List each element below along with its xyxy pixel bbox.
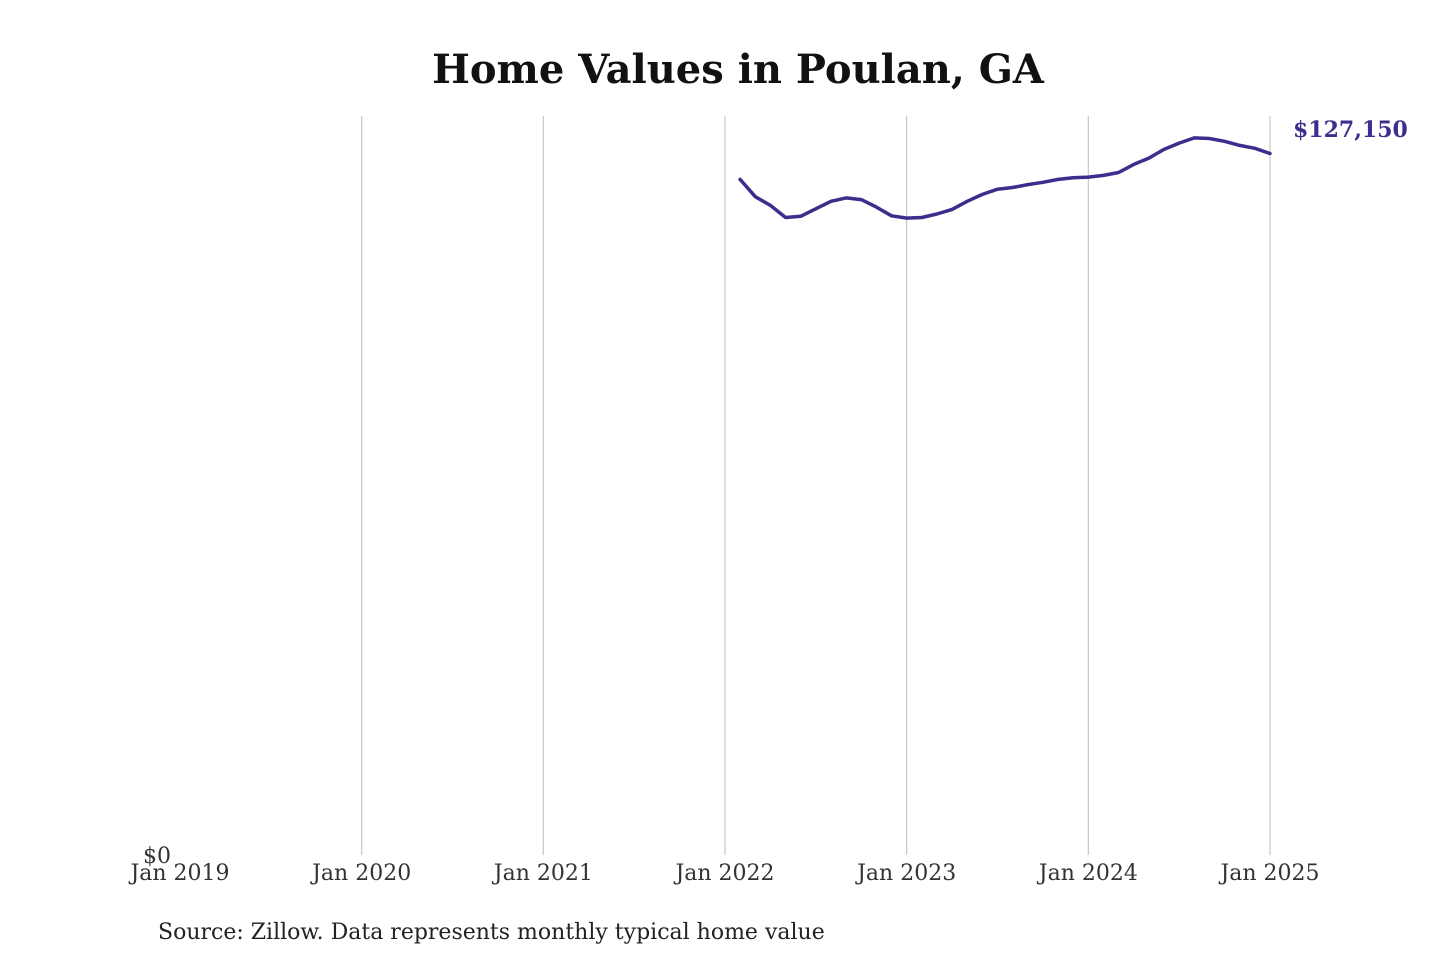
data-point — [1238, 143, 1242, 147]
data-point — [1071, 176, 1075, 180]
series-line — [738, 136, 1272, 220]
source-note: Source: Zillow. Data represents monthly … — [158, 920, 825, 945]
data-point — [1102, 173, 1105, 177]
data-point — [1132, 162, 1136, 166]
data-point — [859, 198, 863, 202]
series-layer — [738, 136, 1272, 220]
x-tick-label: Jan 2022 — [673, 861, 774, 886]
data-point — [950, 207, 954, 211]
x-tick-label: Jan 2019 — [128, 861, 229, 886]
x-tick-label: Jan 2023 — [855, 861, 956, 886]
data-point — [1192, 136, 1196, 140]
data-point — [738, 177, 742, 181]
data-point — [1162, 147, 1166, 151]
x-tick-label: Jan 2024 — [1037, 861, 1138, 886]
data-point — [1268, 152, 1272, 155]
data-point — [768, 203, 772, 207]
data-point — [980, 192, 984, 196]
data-point — [874, 205, 878, 209]
data-point — [920, 216, 924, 219]
data-point — [996, 187, 999, 191]
x-tick-label: Jan 2025 — [1218, 861, 1319, 886]
data-point — [1117, 171, 1121, 174]
data-point — [1041, 180, 1045, 184]
data-point — [1207, 137, 1211, 140]
x-tick-label: Jan 2020 — [310, 861, 411, 886]
data-point — [1086, 175, 1090, 179]
data-point — [799, 214, 803, 218]
data-point — [1026, 183, 1030, 187]
x-axis-ticks: Jan 2019 Jan 2020 Jan 2021 Jan 2022 Jan 2023… — [128, 861, 1319, 886]
data-point — [1177, 141, 1181, 145]
chart-title: Home Values in Poulan, GA — [432, 46, 1045, 93]
data-point — [1147, 156, 1151, 160]
data-point — [890, 214, 893, 218]
data-point — [814, 207, 818, 211]
end-value-label: $127,150 — [1293, 117, 1408, 143]
data-point — [1223, 139, 1227, 143]
data-point — [935, 212, 939, 216]
data-point — [1011, 186, 1015, 189]
data-point — [905, 216, 909, 220]
x-tick-label: Jan 2021 — [492, 861, 593, 886]
data-point — [1253, 146, 1257, 150]
data-point — [829, 199, 833, 203]
y-tick-label-0: $0 — [143, 844, 171, 869]
data-point — [1056, 177, 1060, 181]
gridlines — [361, 116, 1271, 855]
data-point — [844, 196, 848, 200]
data-point — [965, 199, 969, 203]
data-point — [784, 216, 788, 219]
data-point — [753, 195, 757, 199]
